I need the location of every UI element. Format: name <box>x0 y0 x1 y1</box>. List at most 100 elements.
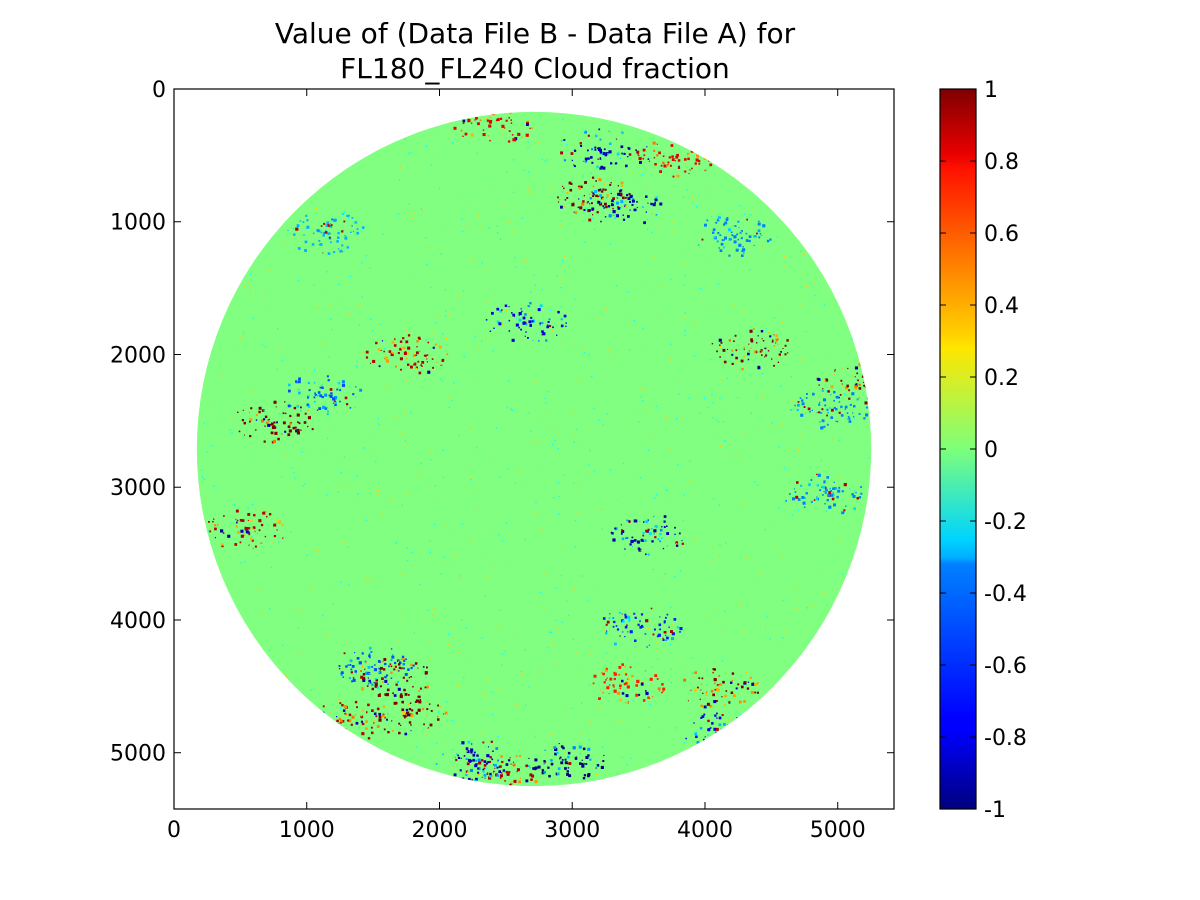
speckle <box>340 471 342 474</box>
speckle <box>410 714 414 717</box>
speckle <box>621 185 624 187</box>
speckle <box>677 166 681 169</box>
speckle <box>250 292 252 295</box>
speckle <box>304 412 307 415</box>
speckle <box>511 409 513 411</box>
speckle <box>403 352 407 355</box>
speckle <box>684 263 686 265</box>
speckle <box>737 238 740 241</box>
speckle <box>629 209 631 211</box>
speckle <box>712 228 716 231</box>
speckle <box>858 496 862 499</box>
speckle <box>260 613 263 616</box>
speckle <box>831 408 834 412</box>
speckle <box>626 730 629 732</box>
speckle <box>432 366 434 369</box>
speckle <box>662 690 664 692</box>
speckle <box>653 628 656 631</box>
speckle <box>562 746 565 750</box>
speckle <box>827 390 830 393</box>
speckle <box>697 686 699 689</box>
speckle <box>367 737 371 740</box>
speckle <box>591 202 593 205</box>
speckle <box>826 408 829 411</box>
speckle <box>485 679 488 682</box>
speckle <box>830 493 834 497</box>
speckle <box>340 581 342 583</box>
speckle <box>671 637 674 641</box>
speckle <box>420 214 422 216</box>
speckle <box>821 408 824 411</box>
speckle <box>342 213 344 215</box>
speckle <box>436 361 438 363</box>
speckle <box>661 683 664 686</box>
speckle <box>591 148 594 151</box>
speckle <box>516 318 518 320</box>
speckle <box>716 218 720 222</box>
speckle <box>418 371 422 375</box>
speckle <box>812 392 815 396</box>
speckle <box>633 176 635 178</box>
speckle <box>648 628 650 630</box>
speckle <box>520 749 522 751</box>
speckle <box>518 750 520 752</box>
speckle <box>648 726 650 728</box>
speckle <box>548 324 552 328</box>
speckle <box>717 304 719 307</box>
speckle <box>552 326 554 329</box>
speckle <box>391 655 395 659</box>
speckle <box>370 318 372 320</box>
speckle <box>509 757 511 759</box>
speckle <box>864 386 867 389</box>
speckle <box>515 266 517 269</box>
speckle <box>625 197 627 199</box>
speckle <box>268 513 272 516</box>
speckle <box>801 399 804 402</box>
speckle <box>445 338 448 340</box>
speckle <box>609 183 612 186</box>
speckle <box>753 328 755 330</box>
speckle <box>258 519 262 523</box>
speckle <box>465 627 467 629</box>
speckle <box>315 308 317 310</box>
speckle <box>452 748 454 751</box>
speckle <box>564 758 567 761</box>
speckle <box>663 526 666 528</box>
speckle <box>398 722 401 725</box>
speckle <box>353 500 355 503</box>
speckle <box>736 233 738 236</box>
speckle <box>796 408 799 412</box>
speckle <box>383 728 386 731</box>
speckle <box>249 420 251 423</box>
speckle <box>649 698 651 700</box>
speckle <box>614 217 616 220</box>
speckle <box>403 659 406 662</box>
speckle <box>620 145 624 149</box>
speckle <box>384 679 388 683</box>
speckle <box>626 764 628 766</box>
speckle <box>389 663 392 665</box>
speckle <box>598 419 600 421</box>
speckle <box>248 281 250 283</box>
speckle <box>584 241 586 243</box>
speckle <box>508 771 511 774</box>
speckle <box>408 708 412 711</box>
speckle <box>833 407 835 409</box>
speckle <box>383 715 386 718</box>
speckle <box>381 559 383 561</box>
speckle <box>674 727 677 729</box>
speckle <box>582 747 586 751</box>
speckle <box>407 559 409 561</box>
speckle <box>617 691 621 695</box>
speckle <box>719 249 723 252</box>
speckle <box>345 485 347 487</box>
speckle <box>481 340 483 342</box>
speckle <box>384 356 388 360</box>
speckle <box>406 358 408 360</box>
speckle <box>406 329 408 331</box>
speckle <box>525 324 528 326</box>
speckle <box>426 354 429 356</box>
speckle <box>554 752 557 756</box>
speckle <box>330 223 332 225</box>
speckle <box>444 289 447 291</box>
